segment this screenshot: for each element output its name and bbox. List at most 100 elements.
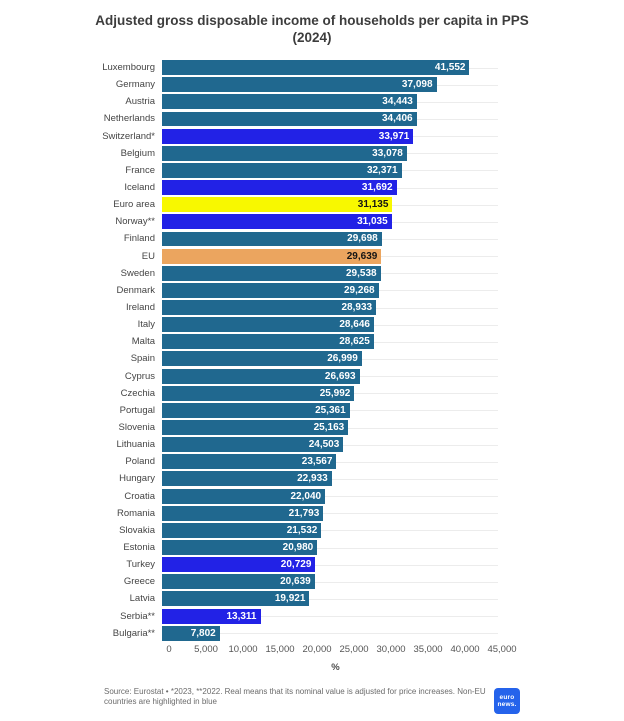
bar-row: Sweden 29,538 [0, 265, 624, 282]
country-label: Czechia [120, 387, 155, 399]
row-gridline [162, 616, 498, 618]
bar-track: 24,503 [162, 436, 498, 453]
bar-row: Croatia 22,040 [0, 488, 624, 505]
bar-row: Cyprus 26,693 [0, 368, 624, 385]
country-label: Norway** [115, 216, 155, 228]
logo-text-line2: news. [497, 701, 517, 708]
bar: 29,268 [162, 282, 379, 298]
country-label: Estonia [123, 542, 155, 553]
euronews-logo-icon: euro news. [494, 688, 520, 714]
country-label: Germany [115, 79, 155, 91]
bar-value-label: 19,921 [274, 593, 306, 605]
row-gridline [162, 496, 498, 498]
bar: 24,503 [162, 437, 344, 453]
bar-track: 20,639 [162, 573, 498, 590]
bar-track: 31,035 [162, 213, 498, 230]
x-tick-label: 40,000 [450, 644, 480, 655]
country-label: Belgium [120, 147, 155, 159]
bar-row: Bulgaria** 7,802 [0, 625, 624, 642]
bar-row: Luxembourg 41,552 [0, 59, 624, 76]
country-label: Slovenia [118, 422, 155, 434]
bar-track: 31,135 [162, 196, 498, 213]
bar-track: 20,980 [162, 539, 498, 556]
bar-row: Finland 29,698 [0, 230, 624, 247]
x-tick-label: 15,000 [265, 644, 295, 655]
country-label: Lithuania [116, 439, 155, 451]
bar-track: 21,793 [162, 505, 498, 522]
country-label: Luxembourg [102, 62, 155, 74]
bar-row: Netherlands 34,406 [0, 110, 624, 127]
bar-track: 34,406 [162, 110, 498, 127]
bar-track: 41,552 [162, 59, 498, 76]
bar-value-label: 37,098 [401, 79, 433, 91]
bar-track: 28,646 [162, 316, 498, 333]
bar-value-label: 20,639 [280, 576, 311, 588]
country-label: Ireland [125, 302, 155, 314]
bar-value-label: 25,992 [319, 387, 351, 399]
bar: 28,625 [162, 334, 374, 350]
bar-value-label: 20,980 [282, 542, 314, 553]
x-tick-label: 0 [166, 644, 172, 655]
bar-row: Spain 26,999 [0, 350, 624, 367]
country-label: Finland [123, 233, 155, 245]
bar-row: Belgium 33,078 [0, 145, 624, 162]
bar-track: 29,538 [162, 265, 498, 282]
country-label: Iceland [124, 182, 155, 194]
bar-value-label: 41,552 [434, 62, 466, 74]
bar-value-label: 25,163 [313, 422, 345, 434]
bar-track: 29,639 [162, 248, 498, 265]
logo-text-line1: euro [499, 694, 515, 701]
bar: 21,532 [162, 522, 322, 538]
bar-value-label: 23,567 [301, 456, 333, 468]
bar-track: 28,625 [162, 333, 498, 350]
bar: 32,371 [162, 162, 402, 178]
country-label: Hungary [119, 473, 155, 485]
bar-row: Germany 37,098 [0, 76, 624, 93]
bar-value-label: 34,443 [382, 96, 413, 108]
country-label: Turkey [126, 559, 155, 571]
x-tick-label: 35,000 [413, 644, 443, 655]
bar-row: Italy 28,646 [0, 316, 624, 333]
bar-track: 25,163 [162, 419, 498, 436]
x-tick-label: 5,000 [194, 644, 218, 655]
bar: 33,078 [162, 145, 407, 161]
bar-value-label: 31,035 [357, 216, 388, 228]
bar-row: Lithuania 24,503 [0, 436, 624, 453]
bar-value-label: 13,311 [226, 610, 257, 622]
bar-track: 20,729 [162, 556, 498, 573]
bar-value-label: 32,371 [366, 164, 398, 176]
country-label: Portugal [119, 404, 155, 416]
bar: 13,311 [162, 608, 261, 624]
bar-track: 28,933 [162, 299, 498, 316]
row-gridline [162, 598, 498, 600]
bar-row: Slovenia 25,163 [0, 419, 624, 436]
bar-track: 32,371 [162, 162, 498, 179]
bar: 25,361 [162, 402, 350, 418]
bar-track: 13,311 [162, 608, 498, 625]
bar-track: 33,078 [162, 145, 498, 162]
bar-track: 22,933 [162, 470, 498, 487]
bar: 31,035 [162, 214, 392, 230]
country-label: Italy [137, 319, 155, 331]
bar-row: Switzerland* 33,971 [0, 128, 624, 145]
bar-value-label: 20,729 [280, 559, 312, 571]
bar: 34,443 [162, 94, 417, 110]
country-label: Malta [131, 336, 155, 348]
bar: 20,639 [162, 574, 315, 590]
bar-value-label: 7,802 [190, 627, 216, 639]
bar-row: Poland 23,567 [0, 453, 624, 470]
bar-rows: Luxembourg 41,552 Germany 37,098 Austria 34,4… [0, 59, 624, 642]
row-gridline [162, 530, 498, 532]
bar-track: 34,443 [162, 93, 498, 110]
bar-value-label: 28,625 [339, 336, 370, 348]
bar: 41,552 [162, 60, 470, 76]
bar: 19,921 [162, 591, 310, 607]
bar-track: 33,971 [162, 128, 498, 145]
bar: 33,971 [162, 128, 414, 144]
chart-title: Adjusted gross disposable income of hous… [95, 13, 529, 45]
bar-value-label: 21,793 [288, 507, 320, 519]
bar-track: 25,361 [162, 402, 498, 419]
bar: 31,135 [162, 197, 393, 213]
bar: 26,999 [162, 351, 362, 367]
bar: 25,992 [162, 385, 355, 401]
